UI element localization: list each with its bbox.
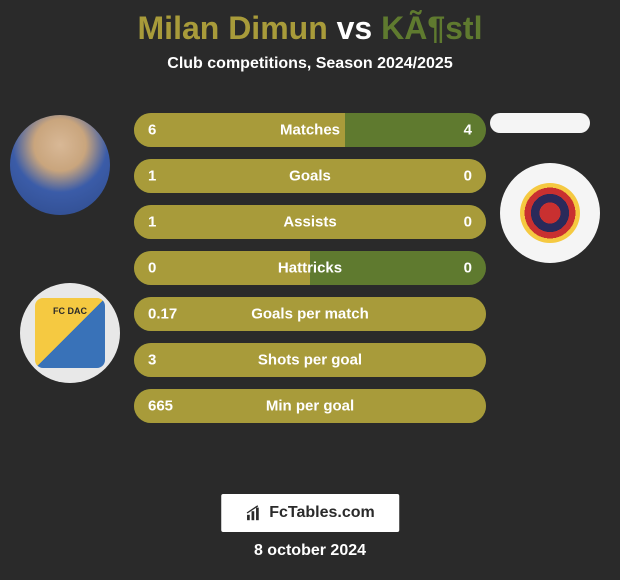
stat-value-right: 0 [464, 214, 472, 231]
stat-value-left: 1 [148, 168, 156, 185]
stats-bars: 6 Matches 4 1 Goals 0 1 Assists 0 0 Hatt… [134, 113, 486, 423]
stat-value-left: 665 [148, 398, 173, 415]
stat-label: Matches [280, 122, 340, 139]
comparison-title: Milan Dimun vs KÃ¶stl [138, 10, 483, 47]
team-badge-dac-icon [35, 298, 105, 368]
stat-value-left: 0 [148, 260, 156, 277]
date-text: 8 october 2024 [254, 542, 366, 560]
player2-avatar [490, 113, 590, 133]
stat-row-assists: 1 Assists 0 [134, 205, 486, 239]
stat-label: Hattricks [278, 260, 342, 277]
stat-label: Shots per goal [258, 352, 362, 369]
stat-value-left: 0.17 [148, 306, 177, 323]
stat-label: Assists [283, 214, 336, 231]
stat-row-goals: 1 Goals 0 [134, 159, 486, 193]
stat-row-min-per-goal: 665 Min per goal [134, 389, 486, 423]
brand-text: FcTables.com [269, 504, 375, 522]
player2-team-badge [500, 163, 600, 263]
stat-row-shots-per-goal: 3 Shots per goal [134, 343, 486, 377]
stat-label: Min per goal [266, 398, 354, 415]
team-badge-ruzomberok-icon [520, 183, 580, 243]
player1-avatar [10, 115, 110, 215]
vs-text: vs [337, 10, 373, 46]
player1-name: Milan Dimun [138, 10, 328, 46]
brand-badge[interactable]: FcTables.com [221, 494, 399, 532]
stat-value-left: 1 [148, 214, 156, 231]
player2-name: KÃ¶stl [381, 10, 482, 46]
stat-label: Goals per match [251, 306, 369, 323]
stat-row-hattricks: 0 Hattricks 0 [134, 251, 486, 285]
stat-value-right: 4 [464, 122, 472, 139]
stat-value-right: 0 [464, 168, 472, 185]
fctables-logo-icon [245, 504, 263, 522]
stat-value-left: 6 [148, 122, 156, 139]
stat-value-left: 3 [148, 352, 156, 369]
subtitle: Club competitions, Season 2024/2025 [167, 55, 452, 73]
stat-value-right: 0 [464, 260, 472, 277]
stat-label: Goals [289, 168, 331, 185]
stat-row-matches: 6 Matches 4 [134, 113, 486, 147]
player1-team-badge [20, 283, 120, 383]
stat-row-goals-per-match: 0.17 Goals per match [134, 297, 486, 331]
footer: FcTables.com 8 october 2024 [221, 494, 399, 560]
